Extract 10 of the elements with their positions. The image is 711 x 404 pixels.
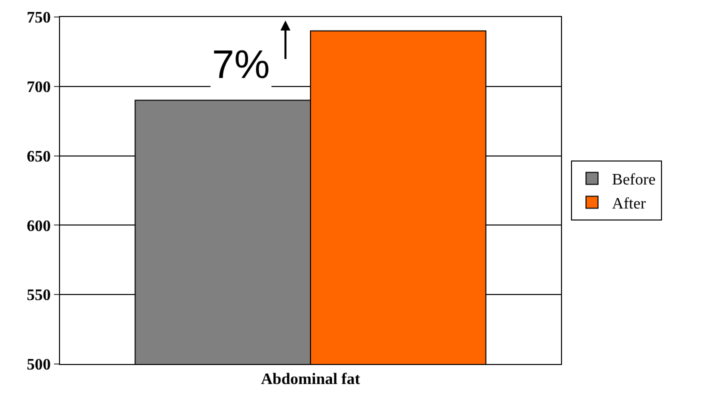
legend-label: After [612, 195, 646, 212]
y-tick-label: 550 [26, 287, 51, 304]
y-tick-label: 750 [26, 10, 51, 27]
y-tick-label: 600 [26, 218, 51, 235]
y-tick-label: 500 [26, 356, 51, 374]
y-tick-label: 700 [26, 79, 51, 96]
x-tick-label: Abdominal fat [260, 371, 361, 388]
legend-label: Before [612, 172, 656, 189]
annotation: 7% [212, 43, 270, 87]
y-tick-label: 650 [26, 148, 51, 166]
